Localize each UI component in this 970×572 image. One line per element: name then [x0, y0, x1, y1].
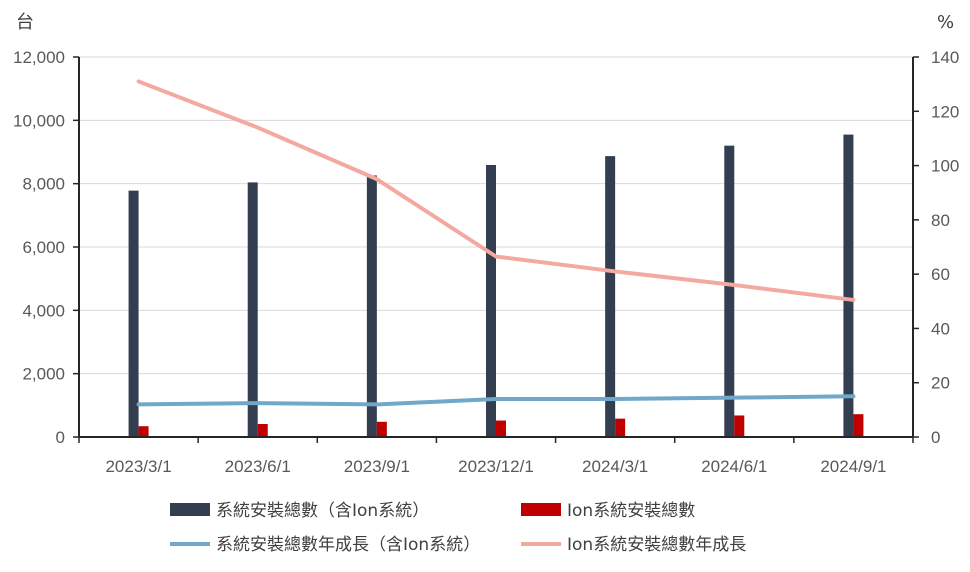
bar-total	[128, 190, 139, 437]
legend-swatch	[521, 503, 561, 516]
bar-total	[486, 164, 496, 437]
legend-label: Ion系統安裝總數年成長	[567, 535, 746, 555]
legend-label: 系統安裝總數（含Ion系統）	[216, 501, 429, 521]
y-right-tick-label: 100	[931, 157, 959, 176]
x-tick-label: 2023/3/1	[105, 457, 171, 476]
y-left-tick-label: 6,000	[22, 238, 65, 257]
legend-label: Ion系統安裝總數	[567, 501, 695, 521]
legend-item: 系統安裝總數（含Ion系統）	[170, 501, 429, 521]
legend-label: 系統安裝總數年成長（含Ion系統）	[216, 535, 480, 555]
x-tick-label: 2024/3/1	[582, 457, 648, 476]
y-right-tick-label: 80	[931, 211, 950, 230]
tick-labels: 0 2,000 4,000 6,000 8,000 10,000 12,000 0 20 40 60…	[13, 48, 959, 476]
bar-ion	[376, 421, 387, 437]
x-tick-label: 2024/9/1	[820, 457, 886, 476]
y-left-tick-label: 2,000	[22, 365, 65, 384]
y-right-tick-label: 140	[931, 48, 959, 67]
y-left-tick-label: 4,000	[22, 301, 65, 320]
y-left-unit: 台	[16, 12, 34, 33]
legend-swatch	[170, 503, 210, 516]
bar-total	[724, 145, 735, 437]
bar-ion	[496, 420, 506, 437]
y-right-unit: %	[937, 12, 954, 33]
y-right-tick-label: 60	[931, 265, 950, 284]
bar-total	[605, 156, 616, 437]
y-right-tick-label: 0	[931, 428, 940, 447]
x-tick-label: 2024/6/1	[701, 457, 767, 476]
series-lines	[136, 79, 856, 407]
bar-ion	[138, 426, 149, 437]
y-right-tick-label: 40	[931, 319, 950, 338]
bars	[128, 134, 864, 438]
legend-item: 系統安裝總數年成長（含Ion系統）	[170, 535, 480, 555]
legend: 系統安裝總數（含Ion系統） Ion系統安裝總數系統安裝總數年成長（含Ion系統）…	[170, 501, 746, 555]
bar-ion	[615, 418, 626, 437]
line-total-growth	[136, 394, 856, 407]
y-left-tick-label: 10,000	[13, 111, 65, 130]
y-left-tick-label: 8,000	[22, 175, 65, 194]
bar-total	[843, 134, 854, 438]
axes	[73, 56, 919, 443]
bar-ion	[853, 414, 864, 437]
legend-item: Ion系統安裝總數年成長	[521, 535, 746, 555]
y-right-tick-label: 20	[931, 374, 950, 393]
bar-ion	[734, 415, 745, 437]
x-tick-label: 2023/6/1	[225, 457, 291, 476]
y-left-tick-label: 0	[56, 428, 65, 447]
bar-total	[366, 175, 377, 437]
x-tick-label: 2023/9/1	[344, 457, 410, 476]
y-left-tick-label: 12,000	[13, 48, 65, 67]
y-right-tick-label: 120	[931, 102, 959, 121]
legend-item: Ion系統安裝總數	[521, 501, 695, 521]
bar-ion	[257, 424, 268, 437]
bar-total	[247, 182, 258, 437]
x-tick-label: 2023/12/1	[458, 457, 534, 476]
line-ion-growth	[136, 79, 856, 302]
